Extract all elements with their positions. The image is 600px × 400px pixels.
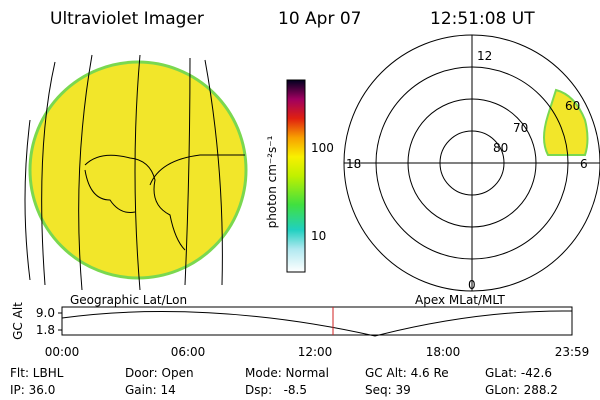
status: Seq: 39 xyxy=(365,383,411,397)
altitude-panel xyxy=(58,306,573,337)
lat-label: 70 xyxy=(513,121,528,135)
time: 12:51:08 UT xyxy=(430,9,535,29)
color-tick: 10 xyxy=(311,229,326,243)
title: Ultraviolet Imager xyxy=(50,9,204,29)
mlt-label: 12 xyxy=(477,49,492,63)
lat-label: 80 xyxy=(493,141,508,155)
status: Door: Open xyxy=(125,366,194,380)
status: Gain: 14 xyxy=(125,383,176,397)
time-tick: 12:00 xyxy=(298,345,333,359)
status: IP: 36.0 xyxy=(10,383,55,397)
mlt-label: 18 xyxy=(346,157,361,171)
time-tick: 23:59 xyxy=(555,345,590,359)
mlt-label: 0 xyxy=(468,278,476,292)
mlt-label: 6 xyxy=(580,157,588,171)
time-tick: 00:00 xyxy=(45,345,80,359)
altitude-tick: 9.0 xyxy=(36,306,55,320)
polar-plot xyxy=(343,34,600,292)
status: Flt: LBHL xyxy=(10,366,64,380)
polar-label: Apex MLat/MLT xyxy=(415,293,505,307)
time-tick: 18:00 xyxy=(426,345,461,359)
date: 10 Apr 07 xyxy=(278,9,361,29)
color-bar-label: photon cm⁻²s⁻¹ xyxy=(265,135,279,228)
map-label: Geographic Lat/Lon xyxy=(70,293,187,307)
color-tick: 100 xyxy=(311,141,334,155)
status: Mode: Normal xyxy=(245,366,329,380)
status: GLat: -42.6 xyxy=(485,366,552,380)
altitude-axis-label: GC Alt xyxy=(11,302,25,340)
color-bar xyxy=(286,79,306,273)
lat-label: 60 xyxy=(565,99,580,113)
status: GLon: 288.2 xyxy=(485,383,558,397)
globe xyxy=(24,54,248,291)
status: GC Alt: 4.6 Re xyxy=(365,366,449,380)
time-tick: 06:00 xyxy=(171,345,206,359)
altitude-tick: 1.8 xyxy=(36,323,55,337)
status: Dsp: -8.5 xyxy=(245,383,307,397)
